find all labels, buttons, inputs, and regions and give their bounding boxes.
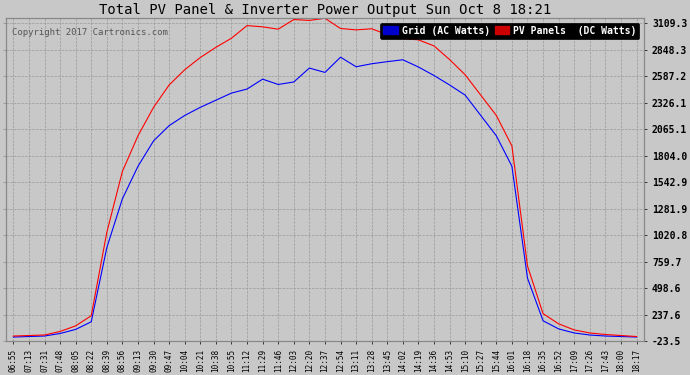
Text: Copyright 2017 Cartronics.com: Copyright 2017 Cartronics.com — [12, 28, 168, 37]
Legend: Grid (AC Watts), PV Panels  (DC Watts): Grid (AC Watts), PV Panels (DC Watts) — [380, 23, 640, 39]
Title: Total PV Panel & Inverter Power Output Sun Oct 8 18:21: Total PV Panel & Inverter Power Output S… — [99, 3, 551, 17]
